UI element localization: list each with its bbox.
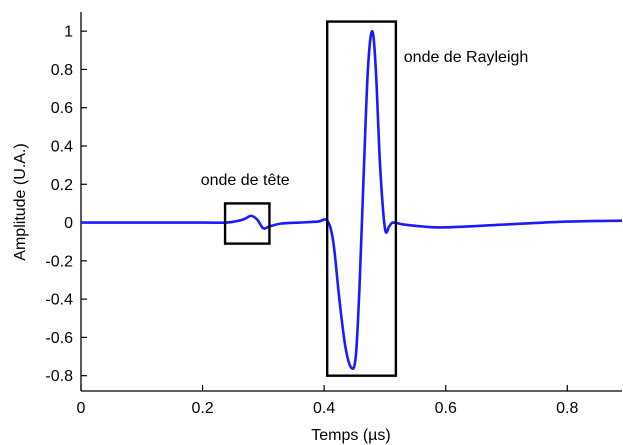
onde-de-rayleigh-box (325, 20, 398, 377)
series-layer (81, 29, 623, 371)
y-tick-label: 0 (64, 215, 73, 232)
axes: -0.8 -0.6 -0.4 -0.2 0 0.2 0.4 0.6 0.8 1 0 0.2 0.4 0.6… (45, 12, 622, 417)
y-tick-label: -0.6 (45, 330, 73, 347)
onde-de-tete-label: onde de tête (201, 172, 290, 189)
y-tick-label: 0.4 (51, 138, 73, 155)
annotations: onde de tête onde de Rayleigh (201, 20, 529, 377)
onde-de-tete-box (223, 202, 271, 245)
y-tick-label: -0.2 (45, 253, 73, 270)
x-tick-label: 0.8 (556, 400, 578, 417)
onde-de-rayleigh-label: onde de Rayleigh (404, 49, 529, 66)
x-tick-label: 0 (77, 400, 86, 417)
y-tick-label: 1 (64, 24, 73, 41)
x-axis-label: Temps (µs) (311, 427, 390, 444)
y-tick-label: 0.6 (51, 100, 73, 117)
y-tick-label: -0.4 (45, 292, 73, 309)
y-tick-label: 0.2 (51, 177, 73, 194)
x-tick-label: 0.4 (313, 400, 335, 417)
y-tick-label: 0.8 (51, 62, 73, 79)
y-axis-label: Amplitude (U.A.) (12, 143, 29, 260)
x-tick-label: 0.2 (191, 400, 213, 417)
y-tick-label: -0.8 (45, 368, 73, 385)
x-tick-label: 0.6 (435, 400, 457, 417)
series-line (81, 29, 623, 371)
